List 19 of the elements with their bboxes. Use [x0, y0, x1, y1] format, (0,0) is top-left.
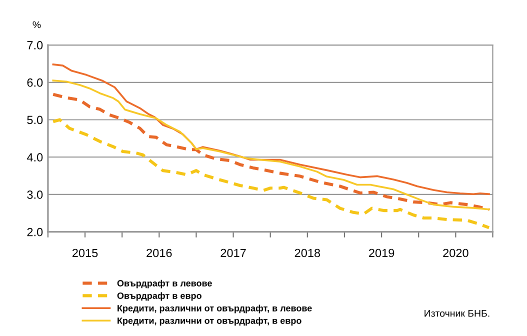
- text: Източник БНБ.: [424, 310, 490, 317]
- y-tick-label: 4.0: [26, 153, 43, 162]
- x-tick-label: 2015: [72, 248, 98, 258]
- y-tick-label: 5.0: [27, 116, 43, 124]
- y-tick-label: 6.0: [27, 78, 43, 87]
- legend-label: Кредити, различни от овърдрафт, в евро: [118, 317, 302, 326]
- line-series: [52, 118, 491, 230]
- y-axis-title: %: [32, 21, 41, 28]
- y-tick-label: 2.0: [27, 228, 43, 236]
- x-tick-label: 2019: [369, 248, 394, 258]
- y-tick-label: 3.0: [27, 190, 43, 199]
- x-tick-label: 2020: [443, 248, 468, 258]
- y-tick-label: 7.0: [27, 41, 43, 50]
- legend-label: Кредити, различни от овърдрафт, в левове: [118, 304, 312, 314]
- x-tick-label: 2017: [220, 248, 246, 258]
- legend-label: Овърдрафт в евро: [117, 292, 202, 301]
- x-tick-label: 2016: [146, 248, 172, 258]
- legend-label: Овърдрафт в левове: [117, 280, 212, 288]
- x-tick-label: 2018: [294, 248, 320, 258]
